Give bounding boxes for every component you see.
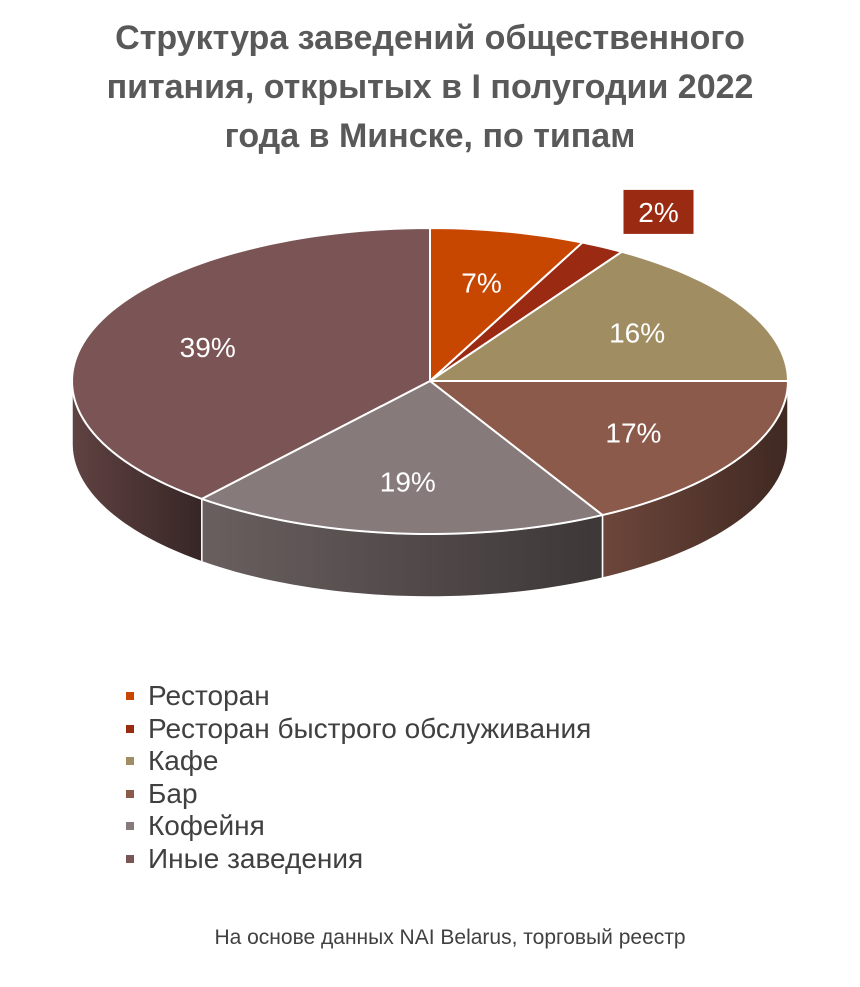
chart-title: Структура заведений общественного питани… xyxy=(0,14,860,161)
pie-slice xyxy=(200,380,604,535)
legend-swatch xyxy=(126,757,134,766)
legend-swatch xyxy=(126,692,134,701)
legend-swatch xyxy=(126,724,134,733)
pie-slice xyxy=(429,227,584,382)
pie-data-label: 19% xyxy=(380,467,436,498)
pie-slice xyxy=(71,227,431,500)
pie-labels: 7% 2% 16% 17% 19% 39% xyxy=(180,189,694,498)
pie-chart: 7% 2% 16% 17% 19% 39% xyxy=(71,189,789,598)
legend-label: Кафе xyxy=(148,745,219,777)
chart-title-line: года в Минске, по типам xyxy=(224,117,636,155)
legend-item-bar: Бар xyxy=(126,778,591,811)
pie-top xyxy=(71,227,789,535)
legend-item-fast-food: Ресторан быстрого обслуживания xyxy=(126,713,591,746)
legend-label: Бар xyxy=(148,777,198,809)
legend: Ресторан Ресторан быстрого обслуживания … xyxy=(126,680,591,875)
legend-item-cafe: Кафе xyxy=(126,745,591,778)
legend-label: Ресторан xyxy=(148,680,270,712)
legend-item-restaurant: Ресторан xyxy=(126,680,591,713)
pie-data-label: 7% xyxy=(461,268,501,299)
legend-label: Ресторан быстрого обслуживания xyxy=(148,712,592,744)
legend-item-other: Иные заведения xyxy=(126,843,591,876)
chart-title-line: питания, открытых в I полугодии 2022 xyxy=(106,68,754,106)
legend-item-coffee-shop: Кофейня xyxy=(126,810,591,843)
pie-side-walls xyxy=(71,380,789,598)
pie-data-label: 39% xyxy=(180,332,236,363)
pie-data-label: 2% xyxy=(638,197,678,228)
legend-label: Иные заведения xyxy=(148,842,364,874)
legend-label: Кофейня xyxy=(148,810,265,842)
pie-data-label: 17% xyxy=(605,417,661,448)
pie-label-box xyxy=(623,189,694,234)
legend-swatch xyxy=(126,789,134,798)
pie-slice xyxy=(429,250,789,382)
pie-slice xyxy=(429,380,789,517)
chart-title-line: Структура заведений общественного xyxy=(115,19,745,57)
legend-swatch xyxy=(126,854,134,863)
legend-swatch xyxy=(126,822,134,831)
pie-slice xyxy=(429,241,623,382)
pie-data-label: 16% xyxy=(609,317,665,348)
source-note: На основе данных NAI Belarus, торговый р… xyxy=(214,926,686,949)
